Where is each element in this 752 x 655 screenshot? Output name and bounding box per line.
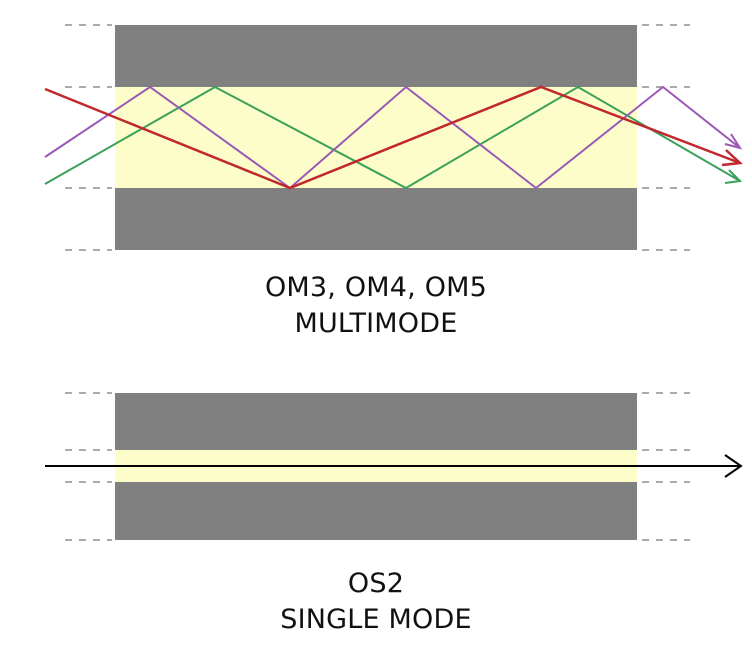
arrow-head-icon	[724, 133, 743, 150]
singlemode-fiber	[45, 392, 743, 541]
singlemode-cladding-bottom	[115, 482, 637, 540]
multimode-ray-purple	[44, 85, 741, 190]
multimode-cladding-bottom	[115, 188, 637, 250]
singlemode-caption-line2: SINGLE MODE	[280, 604, 472, 635]
singlemode-caption: OS2 SINGLE MODE	[0, 566, 752, 638]
multimode-fiber	[44, 24, 743, 251]
singlemode-caption-line1: OS2	[347, 568, 405, 599]
arrow-head-icon	[724, 454, 743, 478]
multimode-ray-green	[44, 85, 741, 190]
singlemode-cladding-top	[115, 393, 637, 450]
multimode-caption-line2: MULTIMODE	[294, 308, 458, 339]
multimode-caption: OM3, OM4, OM5 MULTIMODE	[0, 270, 752, 342]
arrow-head-icon	[721, 149, 743, 167]
multimode-cladding-top	[115, 25, 637, 87]
multimode-ray-red	[44, 85, 741, 190]
multimode-caption-line1: OM3, OM4, OM5	[264, 272, 488, 303]
arrow-head-icon	[724, 169, 743, 184]
